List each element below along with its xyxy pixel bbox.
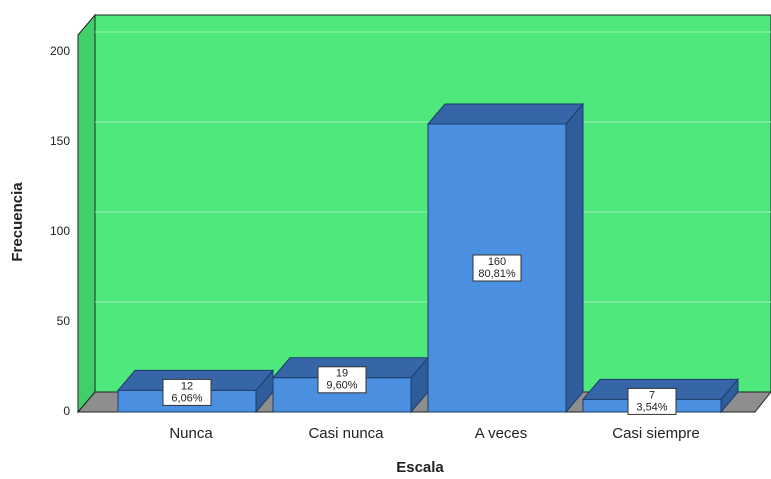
data-label-box <box>472 254 522 282</box>
x-tick-label: Casi siempre <box>612 425 700 442</box>
y-tick-label: 100 <box>50 224 70 238</box>
x-tick-label: Casi nunca <box>308 425 384 442</box>
data-label-percent: 3,54% <box>636 401 667 413</box>
y-tick-label: 0 <box>63 404 70 418</box>
bar-top <box>426 103 585 125</box>
data-label-box <box>627 387 677 415</box>
data-label: 19 <box>336 368 348 380</box>
bar-side <box>565 102 584 414</box>
y-axis-title: Frecuencia <box>9 182 26 262</box>
data-label: 160 <box>488 256 506 268</box>
y-tick-label: 50 <box>57 314 71 328</box>
x-tick-label: Nunca <box>169 425 213 442</box>
data-label-percent: 6,06% <box>171 392 202 404</box>
x-axis-title: Escala <box>396 459 444 476</box>
side-wall <box>77 13 96 414</box>
data-label: 7 <box>649 389 655 401</box>
data-label-box <box>317 366 367 394</box>
y-tick-label: 200 <box>50 44 70 58</box>
data-label-percent: 9,60% <box>326 380 357 392</box>
x-tick-label: A veces <box>475 425 528 442</box>
data-label-percent: 80,81% <box>478 268 516 280</box>
data-label: 12 <box>181 380 193 392</box>
data-label-box <box>162 378 212 406</box>
y-tick-label: 150 <box>50 134 70 148</box>
